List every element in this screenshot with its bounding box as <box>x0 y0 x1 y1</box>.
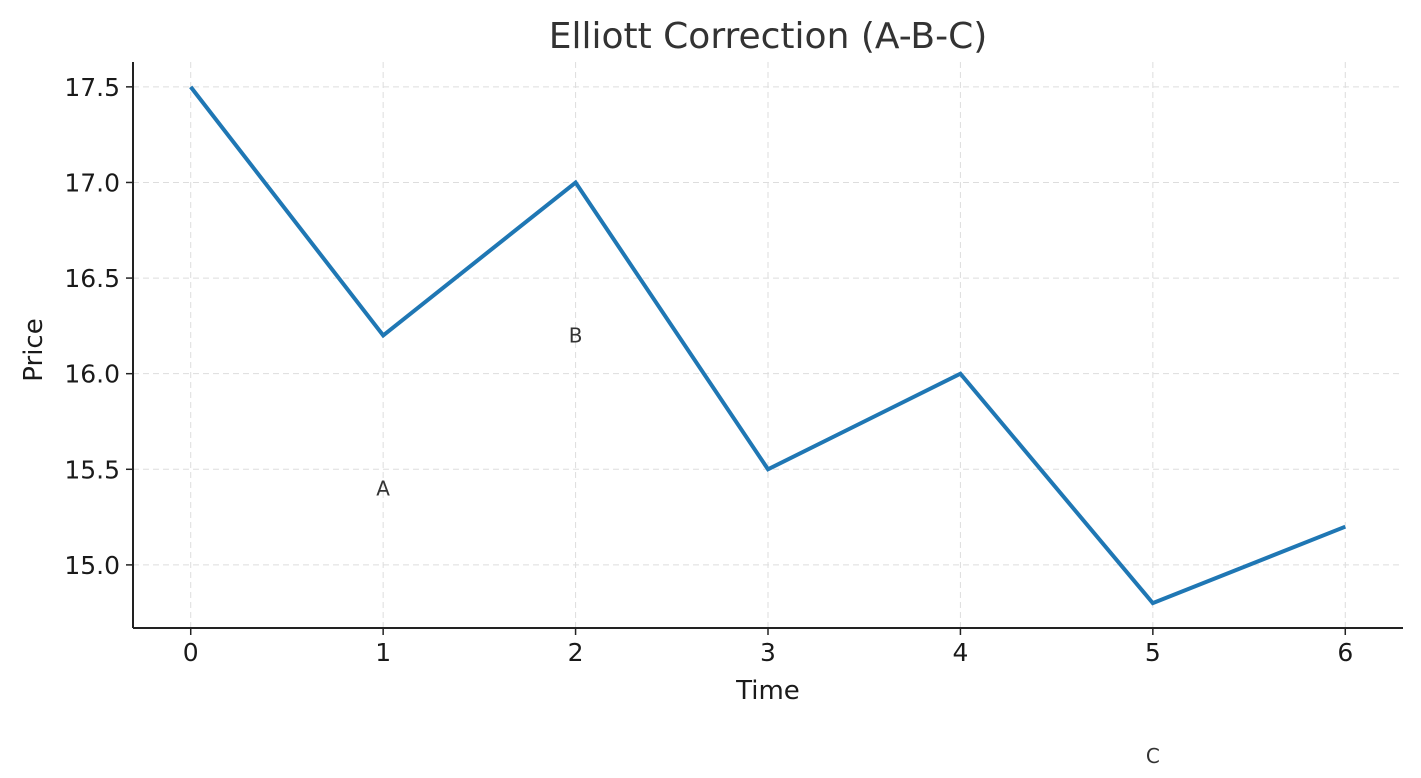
y-tick-label: 16.5 <box>64 264 120 293</box>
y-ticks: 15.0 15.5 16.0 16.5 17.0 17.5 <box>64 73 133 580</box>
x-tick-label: 0 <box>183 638 199 667</box>
x-tick-label: 6 <box>1337 638 1353 667</box>
x-tick-label: 4 <box>952 638 968 667</box>
x-ticks: 0 1 2 3 4 5 6 <box>183 628 1353 667</box>
x-axis-label: Time <box>735 676 800 706</box>
y-tick-label: 16.0 <box>64 360 120 389</box>
y-tick-label: 17.5 <box>64 73 120 102</box>
x-tick-label: 5 <box>1145 638 1161 667</box>
wave-label: C <box>1146 744 1160 768</box>
x-tick-label: 3 <box>760 638 776 667</box>
y-axis-label: Price <box>19 318 49 381</box>
x-tick-label: 1 <box>375 638 391 667</box>
y-tick-label: 15.0 <box>64 551 120 580</box>
series-layer <box>189 85 1347 606</box>
annotation-layer: A B C <box>376 323 1160 768</box>
x-tick-label: 2 <box>568 638 584 667</box>
grid <box>133 62 1403 628</box>
wave-label: B <box>569 323 583 347</box>
chart-title: Elliott Correction (A-B-C) <box>549 16 988 57</box>
y-tick-label: 15.5 <box>64 455 120 484</box>
wave-label: A <box>376 476 390 500</box>
y-tick-label: 17.0 <box>64 168 120 197</box>
